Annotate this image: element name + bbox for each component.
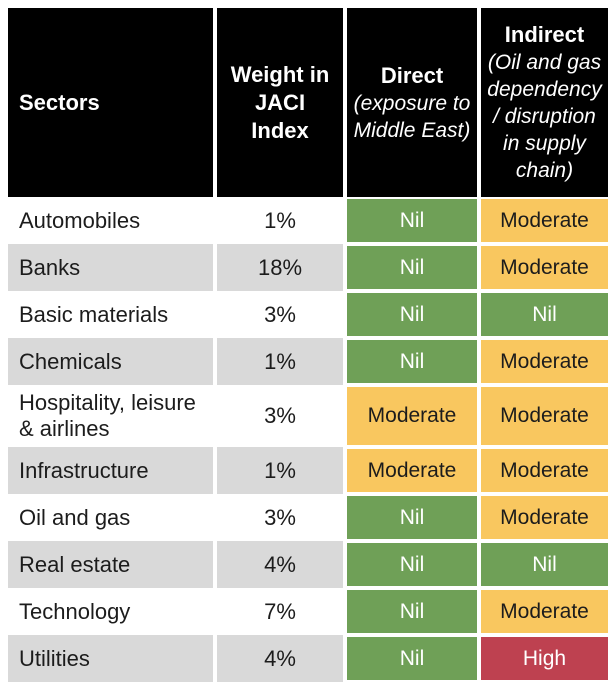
indirect-rating-badge: Moderate xyxy=(481,340,608,383)
direct-rating-badge: Nil xyxy=(347,496,477,539)
indirect-rating-cell: Moderate xyxy=(481,588,608,635)
header-cell-indirect: Indirect (Oil and gas dependency / disru… xyxy=(481,8,608,197)
indirect-header-label: Indirect xyxy=(504,22,585,47)
table-row: Technology 7% Nil Moderate xyxy=(8,588,608,635)
weight-value: 1% xyxy=(217,197,343,244)
indirect-rating-cell: Moderate xyxy=(481,244,608,291)
direct-rating-cell: Moderate xyxy=(347,447,477,494)
direct-rating-badge: Nil xyxy=(347,543,477,586)
sector-name: Banks xyxy=(8,244,213,291)
direct-header-subtitle: (exposure to Middle East) xyxy=(353,91,471,142)
sector-name: Automobiles xyxy=(8,197,213,244)
indirect-rating-cell: Moderate xyxy=(481,338,608,385)
indirect-rating-badge: Nil xyxy=(481,543,608,586)
table-row: Real estate 4% Nil Nil xyxy=(8,541,608,588)
sector-name: Chemicals xyxy=(8,338,213,385)
weight-value: 1% xyxy=(217,447,343,494)
direct-rating-badge: Nil xyxy=(347,637,477,680)
table-row: Hospitality, leisure & airlines 3% Moderat… xyxy=(8,385,608,447)
direct-rating-cell: Nil xyxy=(347,291,477,338)
indirect-rating-badge: Moderate xyxy=(481,449,608,492)
sector-name: Real estate xyxy=(8,541,213,588)
direct-rating-cell: Nil xyxy=(347,635,477,682)
indirect-rating-cell: Moderate xyxy=(481,197,608,244)
indirect-rating-badge: Moderate xyxy=(481,496,608,539)
sector-name: Hospitality, leisure & airlines xyxy=(8,385,213,447)
direct-rating-badge: Nil xyxy=(347,246,477,289)
direct-rating-badge: Nil xyxy=(347,199,477,242)
weight-value: 3% xyxy=(217,291,343,338)
table-row: Basic materials 3% Nil Nil xyxy=(8,291,608,338)
indirect-header-subtitle: (Oil and gas dependency / disruption in … xyxy=(487,51,602,182)
direct-rating-cell: Nil xyxy=(347,244,477,291)
indirect-rating-cell: Moderate xyxy=(481,447,608,494)
direct-rating-cell: Nil xyxy=(347,197,477,244)
direct-rating-cell: Nil xyxy=(347,588,477,635)
table-row: Automobiles 1% Nil Moderate xyxy=(8,197,608,244)
indirect-rating-cell: Nil xyxy=(481,541,608,588)
table-row: Oil and gas 3% Nil Moderate xyxy=(8,494,608,541)
sector-name: Utilities xyxy=(8,635,213,682)
sector-risk-table: Sectors Weight in JACI Index Direct (exp… xyxy=(8,8,608,682)
indirect-rating-cell: Moderate xyxy=(481,385,608,447)
weight-value: 3% xyxy=(217,494,343,541)
weight-header-label: Weight in JACI Index xyxy=(230,61,330,143)
sector-name: Infrastructure xyxy=(8,447,213,494)
direct-rating-badge: Nil xyxy=(347,340,477,383)
indirect-rating-badge: High xyxy=(481,637,608,680)
sector-name: Basic materials xyxy=(8,291,213,338)
indirect-rating-cell: Nil xyxy=(481,291,608,338)
indirect-rating-badge: Moderate xyxy=(481,199,608,242)
weight-value: 4% xyxy=(217,635,343,682)
header-cell-direct: Direct (exposure to Middle East) xyxy=(347,8,477,197)
header-cell-sectors: Sectors xyxy=(8,8,213,197)
weight-value: 7% xyxy=(217,588,343,635)
table-body: Automobiles 1% Nil Moderate Banks 18% Nil Moder… xyxy=(8,197,608,682)
direct-rating-cell: Nil xyxy=(347,494,477,541)
indirect-rating-badge: Moderate xyxy=(481,246,608,289)
direct-header-label: Direct xyxy=(380,62,444,88)
sector-name: Technology xyxy=(8,588,213,635)
direct-rating-cell: Nil xyxy=(347,338,477,385)
header-cell-weight: Weight in JACI Index xyxy=(217,8,343,197)
direct-rating-cell: Moderate xyxy=(347,385,477,447)
weight-value: 18% xyxy=(217,244,343,291)
table-row: Infrastructure 1% Moderate Moderate xyxy=(8,447,608,494)
weight-value: 4% xyxy=(217,541,343,588)
table-header-row: Sectors Weight in JACI Index Direct (exp… xyxy=(8,8,608,197)
weight-value: 3% xyxy=(217,385,343,447)
indirect-rating-badge: Nil xyxy=(481,293,608,336)
indirect-rating-badge: Moderate xyxy=(481,387,608,445)
indirect-rating-badge: Moderate xyxy=(481,590,608,633)
table-row: Chemicals 1% Nil Moderate xyxy=(8,338,608,385)
sector-name: Oil and gas xyxy=(8,494,213,541)
direct-rating-badge: Moderate xyxy=(347,387,477,445)
weight-value: 1% xyxy=(217,338,343,385)
table-row: Utilities 4% Nil High xyxy=(8,635,608,682)
direct-rating-badge: Moderate xyxy=(347,449,477,492)
sectors-header-label: Sectors xyxy=(19,89,100,115)
table-row: Banks 18% Nil Moderate xyxy=(8,244,608,291)
direct-rating-badge: Nil xyxy=(347,293,477,336)
direct-rating-cell: Nil xyxy=(347,541,477,588)
indirect-rating-cell: Moderate xyxy=(481,494,608,541)
direct-rating-badge: Nil xyxy=(347,590,477,633)
indirect-rating-cell: High xyxy=(481,635,608,682)
